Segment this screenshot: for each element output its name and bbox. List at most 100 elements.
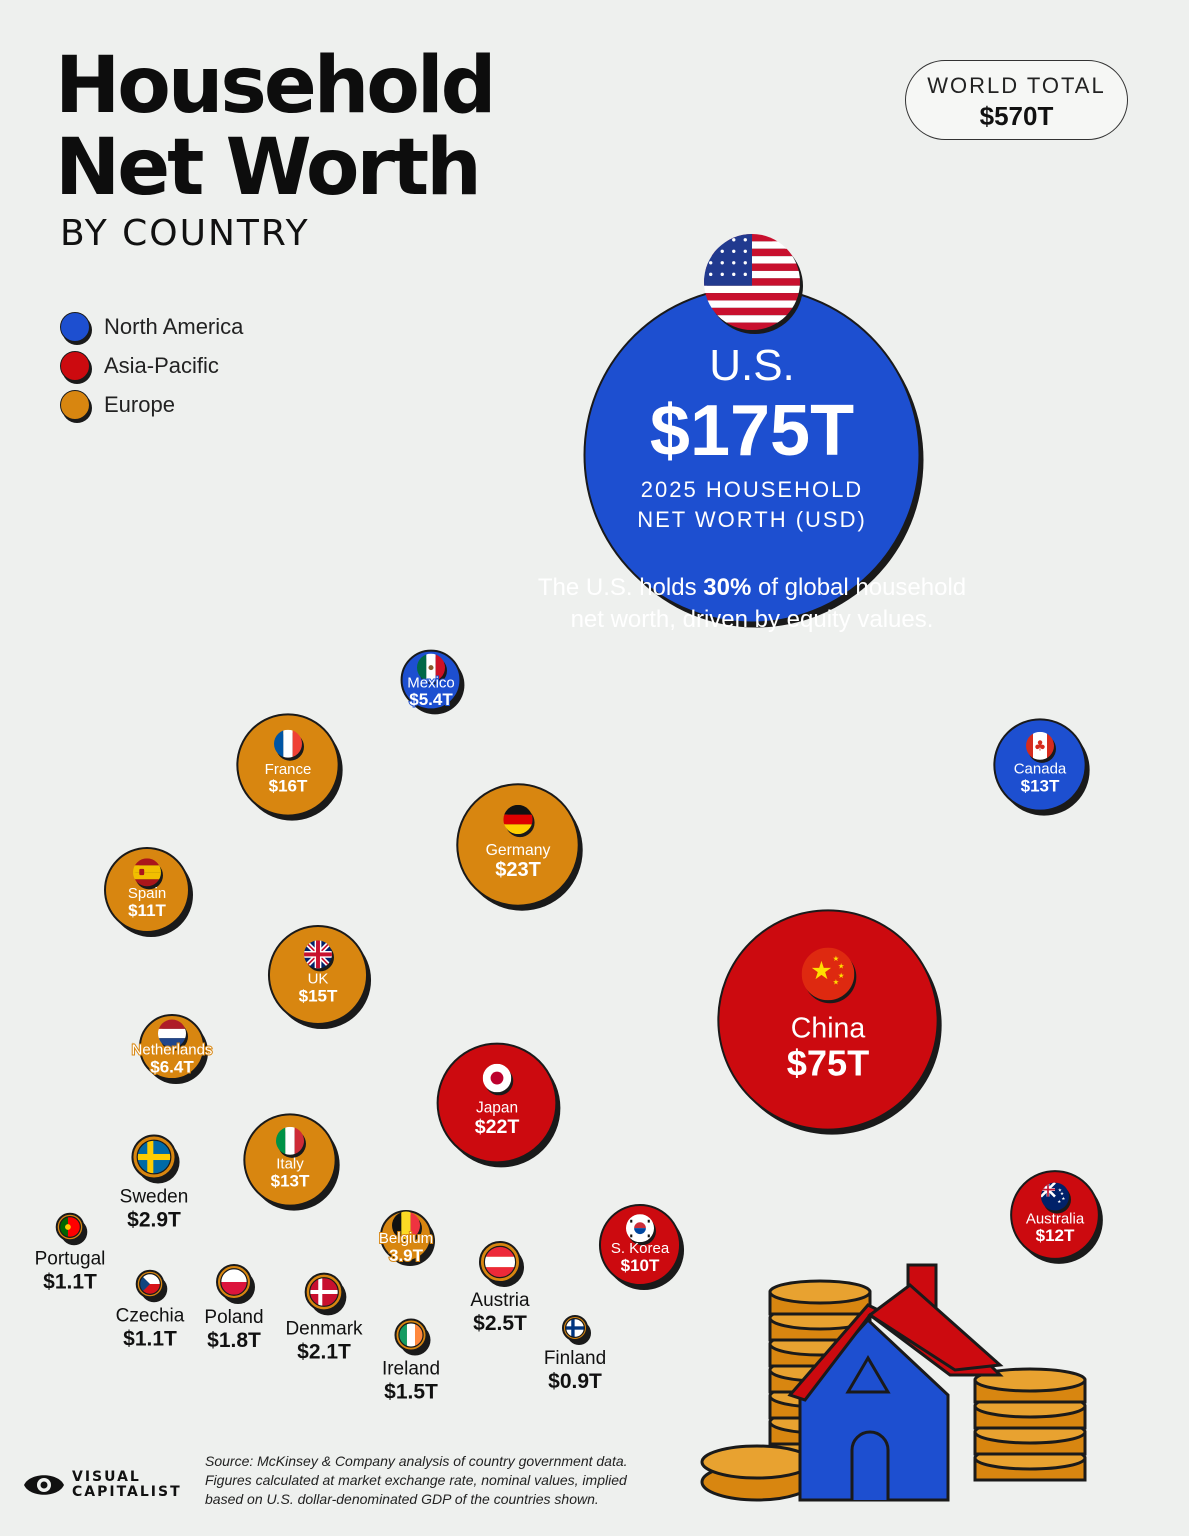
belgium-flag-icon: [392, 1211, 420, 1240]
svg-text:★: ★: [833, 954, 840, 963]
uk-value-label: $15T: [299, 987, 338, 1006]
spain-name-label: Spain: [128, 885, 166, 902]
france-flag-icon: [274, 729, 302, 758]
world-total-badge: WORLD TOTAL $570T: [905, 60, 1128, 140]
svg-text:★: ★: [1057, 1199, 1061, 1205]
legend-dot-asia-pacific: [60, 350, 90, 381]
finland-flag-icon: [565, 1318, 585, 1338]
japan-name-label: Japan: [476, 1100, 518, 1117]
legend-label: Europe: [104, 391, 175, 417]
china-name-label: China: [791, 1013, 866, 1045]
italy-flag-icon: [276, 1126, 304, 1155]
austria-name-label: Austria: [470, 1290, 530, 1311]
poland-name-label: Poland: [204, 1307, 263, 1328]
finland-name-label: Finland: [544, 1348, 606, 1369]
source-line-3: based on U.S. dollar-denominated GDP of …: [205, 1491, 599, 1507]
france-value-label: $16T: [269, 777, 308, 796]
china-value-label: $75T: [787, 1043, 869, 1084]
legend-item-north-america: North America: [60, 307, 243, 346]
australia-value-label: $12T: [1036, 1226, 1075, 1245]
mexico-flag-icon: [417, 653, 445, 682]
title-line-2: Net Worth: [55, 123, 482, 213]
canada-name-label: Canada: [1014, 760, 1067, 777]
brand-line-1: VISUAL: [72, 1469, 141, 1485]
source-note: Source: McKinsey & Company analysis of c…: [205, 1452, 725, 1509]
canada-flag-icon: ♣: [1026, 731, 1054, 760]
poland-flag-icon: [220, 1268, 248, 1296]
spain-flag-icon: [133, 858, 161, 887]
portugal-flag-icon: [59, 1216, 81, 1238]
germany-value-label: $23T: [495, 859, 541, 881]
france-bubble: [236, 713, 340, 817]
japan-bubble: [436, 1042, 558, 1164]
czechia-value-label: $1.1T: [123, 1327, 177, 1350]
czechia-flag-icon: [139, 1273, 161, 1295]
ireland-flag-icon: [398, 1322, 424, 1348]
netherlands-flag-icon: [158, 1019, 186, 1048]
france-name-label: France: [265, 761, 312, 778]
source-line-1: Source: McKinsey & Company analysis of c…: [205, 1453, 628, 1469]
netherlands-name-label: Netherlands: [132, 1041, 213, 1058]
brand-line-2: CAPITALIST: [72, 1484, 182, 1500]
uk-flag-icon: [304, 940, 332, 969]
house-and-coins-illustration: [700, 1263, 1087, 1502]
measure-label-line-2: NET WORTH (USD): [637, 507, 867, 532]
svg-text:★: ★: [810, 956, 832, 985]
world-total-value: $570T: [979, 101, 1054, 131]
italy-name-label: Italy: [276, 1155, 304, 1172]
austria-value-label: $2.5T: [473, 1312, 527, 1335]
netherlands-value-label: $6.4T: [150, 1057, 194, 1076]
germany-flag-icon: [503, 804, 533, 835]
s-korea-value-label: $10T: [621, 1256, 660, 1275]
svg-text:★: ★: [838, 962, 845, 971]
world-total-label: WORLD TOTAL: [927, 73, 1106, 98]
svg-text:♣: ♣: [1034, 739, 1047, 755]
bubble-layer: U.S.$175T 2025 HOUSEHOLD NET WORTH (USD) Th…: [35, 234, 1103, 1404]
ireland-name-label: Ireland: [382, 1359, 440, 1380]
finland-value-label: $0.9T: [548, 1370, 602, 1393]
uk-name-label: UK: [308, 971, 329, 988]
portugal-value-label: $1.1T: [43, 1270, 97, 1293]
svg-text:★: ★: [1058, 1188, 1062, 1194]
denmark-value-label: $2.1T: [297, 1340, 351, 1363]
title-line-1: Household: [55, 41, 496, 131]
legend-label: North America: [104, 313, 244, 339]
svg-text:★: ★: [1061, 1196, 1065, 1202]
australia-flag-icon: ★★★★: [1041, 1182, 1069, 1211]
china-bubble: [717, 909, 939, 1131]
italy-bubble: [243, 1113, 337, 1207]
svg-text:★: ★: [1060, 1191, 1064, 1197]
belgium-name-label: Belgium: [379, 1230, 433, 1247]
brand-mark-icon: [24, 1475, 64, 1495]
spain-bubble: [104, 847, 190, 933]
visual-capitalist-logo: VISUAL CAPITALIST: [22, 1468, 182, 1502]
belgium-value-label: 3.9T: [389, 1246, 424, 1265]
germany-name-label: Germany: [486, 842, 551, 859]
legend-item-asia-pacific: Asia-Pacific: [60, 346, 243, 385]
s-korea-name-label: S. Korea: [611, 1240, 670, 1257]
svg-text:★: ★: [833, 977, 840, 986]
italy-value-label: $13T: [271, 1171, 310, 1190]
canada-bubble: [993, 718, 1087, 812]
germany-bubble: [456, 783, 580, 907]
svg-text:★: ★: [838, 971, 845, 980]
japan-flag-icon: [482, 1063, 512, 1093]
canada-value-label: $13T: [1021, 776, 1060, 795]
china-flag-icon: ★ ★★★★: [801, 947, 855, 1001]
legend: North America Asia-Pacific Europe: [60, 307, 243, 424]
australia-name-label: Australia: [1026, 1210, 1085, 1227]
s-korea-flag-icon: [626, 1214, 654, 1243]
austria-flag-icon: [484, 1246, 516, 1278]
legend-dot-europe: [60, 389, 90, 420]
source-line-2: Figures calculated at market exchange ra…: [205, 1472, 627, 1488]
spain-value-label: $11T: [128, 901, 166, 920]
ireland-value-label: $1.5T: [384, 1381, 438, 1404]
australia-bubble: [1010, 1170, 1100, 1260]
mexico-name-label: Mexico: [407, 674, 455, 691]
mexico-value-label: $5.4T: [409, 690, 453, 709]
sweden-flag-icon: [137, 1140, 171, 1174]
annotation-line-2: net worth, driven by equity values.: [571, 606, 934, 633]
legend-dot-north-america: [60, 311, 90, 342]
measure-label-line-1: 2025 HOUSEHOLD: [641, 477, 863, 502]
